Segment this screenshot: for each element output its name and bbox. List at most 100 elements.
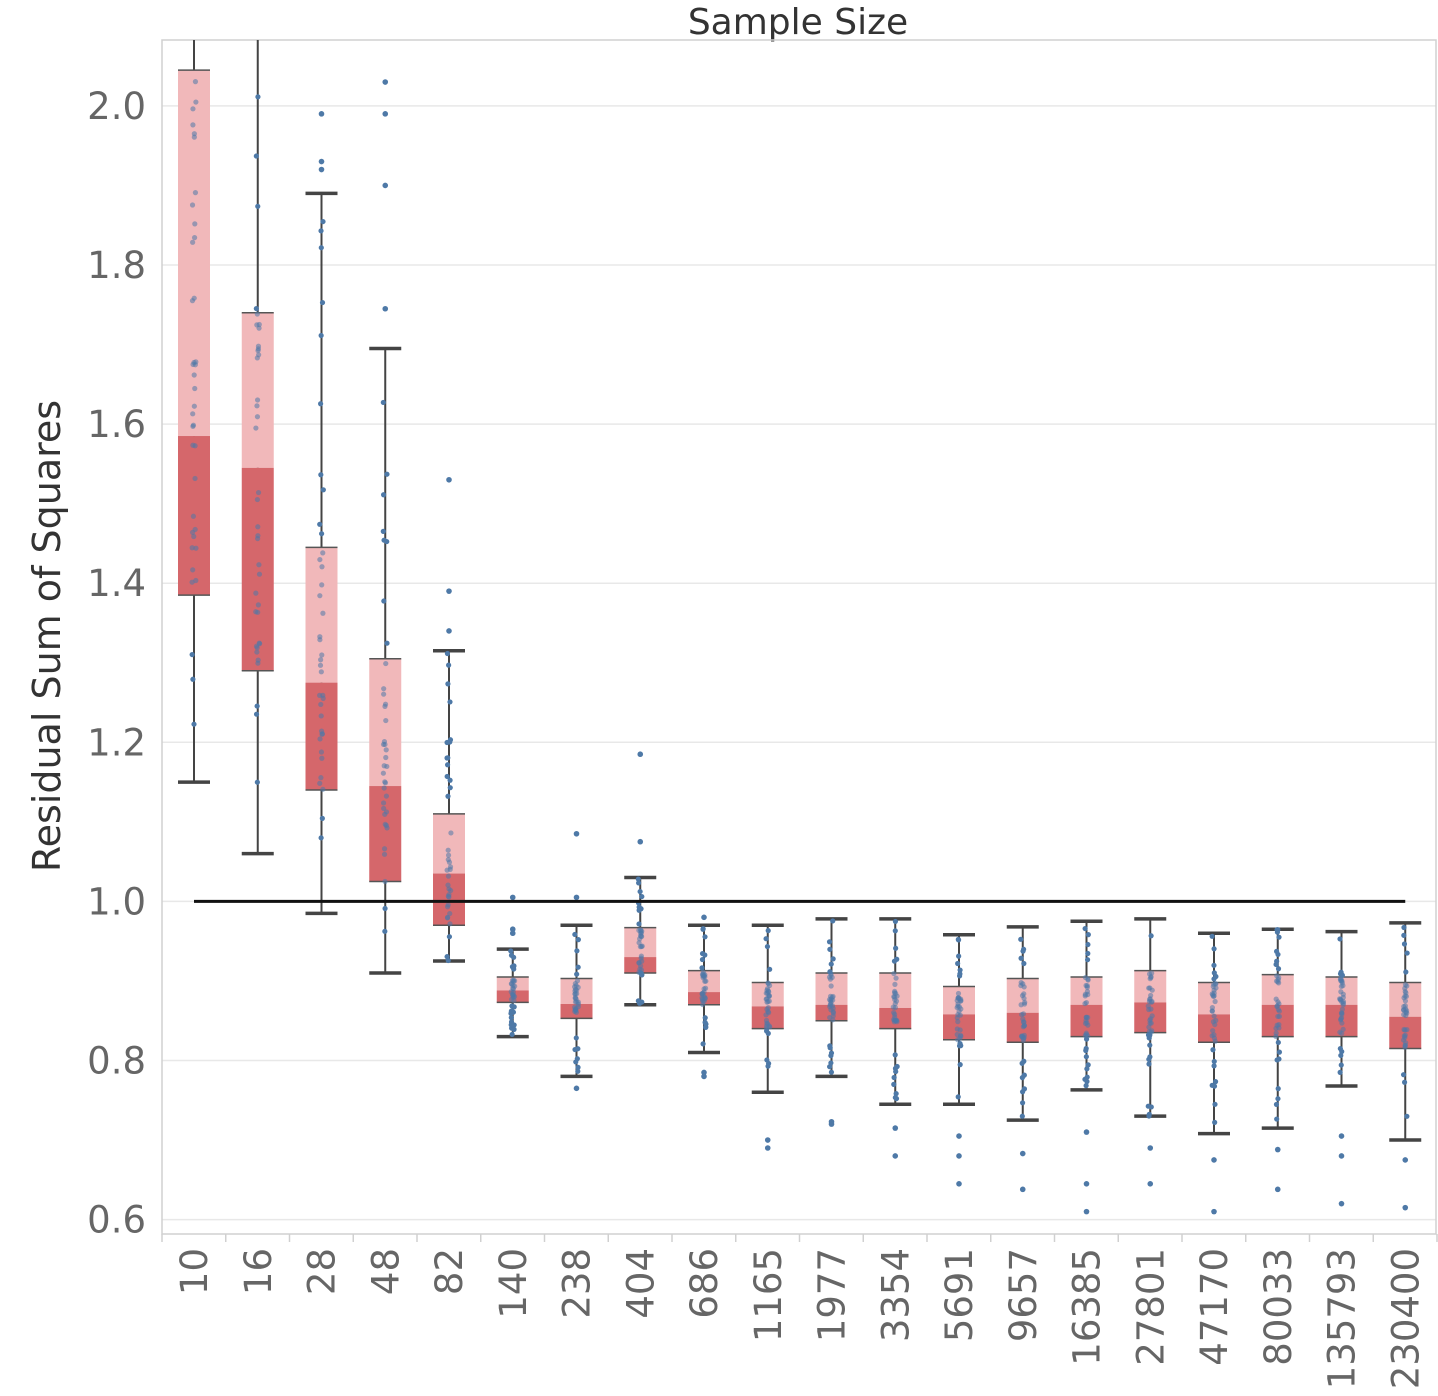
outlier-point: [382, 182, 389, 189]
data-point: [1210, 983, 1216, 990]
data-point: [257, 641, 263, 647]
x-tick-label: 82: [428, 1248, 471, 1295]
data-point: [892, 1001, 898, 1007]
data-point: [318, 728, 325, 734]
y-tick-label: 1.4: [87, 562, 146, 605]
data-point: [957, 1012, 963, 1018]
data-point: [1085, 932, 1091, 938]
data-point: [1148, 933, 1154, 939]
plot-frame: [161, 39, 1437, 1235]
data-point: [636, 921, 642, 927]
x-tick-label: 9657: [1002, 1248, 1045, 1342]
data-point: [444, 762, 451, 768]
data-point: [189, 579, 195, 585]
data-point: [893, 1018, 899, 1024]
data-point: [893, 990, 899, 997]
box-9657: [1006, 925, 1039, 1193]
data-point: [894, 956, 900, 962]
data-point: [255, 203, 261, 209]
data-point: [1402, 1044, 1408, 1050]
data-point: [190, 676, 196, 682]
data-point: [955, 995, 961, 1001]
data-point: [191, 533, 197, 540]
data-point: [508, 1015, 514, 1021]
data-point: [574, 971, 580, 977]
x-tick-label: 1977: [811, 1248, 854, 1342]
data-point: [381, 785, 387, 791]
data-point: [383, 660, 389, 667]
box-47170: [1198, 931, 1230, 1215]
data-point: [765, 928, 771, 934]
data-point: [955, 990, 962, 997]
x-tick-label: 47170: [1193, 1248, 1236, 1366]
data-point: [1085, 950, 1091, 957]
data-point: [700, 1041, 706, 1047]
data-point: [254, 311, 260, 317]
data-point: [1339, 978, 1345, 984]
data-point: [1273, 1030, 1279, 1036]
data-point: [1147, 1054, 1153, 1060]
data-point: [1210, 1019, 1216, 1025]
data-point: [955, 1094, 961, 1100]
outlier-point: [1019, 1186, 1026, 1193]
data-point: [892, 981, 898, 987]
data-point: [1146, 1006, 1152, 1013]
data-point: [447, 785, 453, 791]
data-point: [382, 928, 388, 934]
data-point: [828, 999, 834, 1005]
data-point: [318, 701, 324, 708]
outlier-point: [956, 1180, 962, 1187]
data-point: [1404, 1113, 1410, 1119]
data-point: [189, 651, 195, 658]
data-point: [1402, 982, 1409, 988]
data-point: [1212, 1079, 1219, 1085]
data-point: [1211, 1013, 1217, 1019]
x-tick-label: 135793: [1321, 1248, 1364, 1389]
data-point: [190, 361, 196, 368]
data-point: [1084, 957, 1091, 963]
outlier-point: [1147, 1145, 1154, 1151]
data-point: [317, 662, 324, 668]
outlier-point: [701, 1073, 707, 1080]
data-point: [383, 717, 389, 724]
outlier-point: [956, 1133, 962, 1139]
data-point: [764, 943, 771, 950]
x-tick-label: 686: [683, 1248, 726, 1319]
data-point: [511, 1022, 517, 1028]
data-point: [1019, 1034, 1025, 1040]
data-point: [1083, 1047, 1089, 1054]
data-point: [702, 934, 708, 940]
data-point: [320, 786, 326, 792]
data-point: [1339, 1011, 1345, 1017]
data-point: [320, 487, 326, 493]
data-point: [638, 963, 644, 969]
data-point: [639, 893, 645, 900]
data-point: [448, 830, 454, 836]
data-point: [383, 793, 390, 799]
data-point: [445, 882, 451, 888]
data-point: [1274, 1057, 1280, 1063]
data-point: [319, 564, 325, 570]
data-point: [1401, 924, 1407, 931]
data-point: [445, 852, 452, 858]
box-135793: [1325, 929, 1358, 1207]
data-point: [958, 1032, 964, 1038]
data-point: [191, 721, 197, 727]
data-point: [701, 986, 707, 992]
data-point: [1209, 933, 1215, 939]
data-point: [1147, 976, 1153, 982]
data-point: [891, 1074, 897, 1081]
data-point: [1210, 1028, 1216, 1034]
outlier-point: [1338, 1133, 1345, 1139]
box-140: [496, 894, 529, 1039]
data-point: [892, 928, 898, 934]
data-point: [510, 992, 516, 998]
outlier-point: [1083, 1180, 1090, 1187]
outlier-point: [1338, 1200, 1345, 1207]
data-point: [1209, 1008, 1215, 1014]
data-point: [190, 442, 196, 448]
data-point: [447, 777, 453, 783]
data-point: [1211, 1058, 1217, 1065]
data-point: [703, 1021, 709, 1027]
data-point: [1211, 970, 1217, 976]
